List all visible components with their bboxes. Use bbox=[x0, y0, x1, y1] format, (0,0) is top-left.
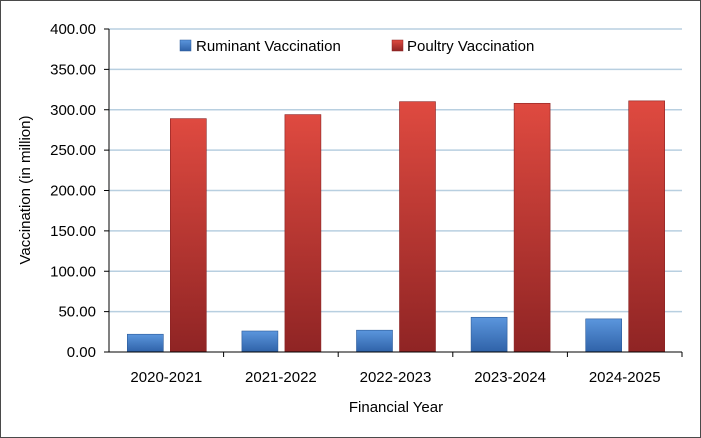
x-tick-label: 2022-2023 bbox=[360, 369, 432, 386]
y-tick-label: 0.00 bbox=[67, 344, 96, 361]
x-tick-label: 2023-2024 bbox=[474, 369, 546, 386]
x-axis-title: Financial Year bbox=[349, 399, 443, 416]
y-tick-labels: 0.00 50.00 100.00 150.00 200.00 250.00 300.00 3… bbox=[50, 21, 109, 361]
bar-ruminant bbox=[356, 329, 393, 353]
bars bbox=[127, 100, 666, 353]
legend-label-ruminant: Ruminant Vaccination bbox=[196, 38, 341, 55]
y-axis-title: Vaccination (in million) bbox=[17, 116, 34, 265]
y-tick-label: 350.00 bbox=[50, 61, 96, 78]
y-tick-label: 300.00 bbox=[50, 102, 96, 119]
y-tick-label: 50.00 bbox=[58, 304, 96, 321]
x-tick-labels: 2020-2021 2021-2022 2022-2023 2023-2024 2024… bbox=[130, 352, 683, 386]
y-tick-label: 200.00 bbox=[50, 183, 96, 200]
y-tick-label: 150.00 bbox=[50, 223, 96, 240]
bar-ruminant bbox=[585, 318, 623, 353]
y-tick-label: 400.00 bbox=[50, 21, 96, 38]
legend-label-poultry: Poultry Vaccination bbox=[407, 38, 534, 55]
bar-poultry bbox=[513, 102, 551, 353]
x-tick-label: 2024-2025 bbox=[589, 369, 661, 386]
legend-swatch-poultry bbox=[391, 39, 404, 52]
bar-ruminant bbox=[127, 333, 164, 353]
bar-poultry bbox=[628, 100, 666, 353]
bar-poultry bbox=[170, 118, 207, 353]
bar-poultry bbox=[284, 114, 322, 353]
bar-poultry bbox=[399, 101, 436, 353]
y-tick-label: 250.00 bbox=[50, 142, 96, 159]
x-tick-label: 2021-2022 bbox=[245, 369, 317, 386]
x-tick-label: 2020-2021 bbox=[130, 369, 202, 386]
bar-ruminant bbox=[470, 316, 508, 353]
legend-swatch-ruminant bbox=[179, 39, 192, 52]
y-tick-label: 100.00 bbox=[50, 263, 96, 280]
legend: Ruminant Vaccination Poultry Vaccination bbox=[179, 38, 534, 55]
bar-ruminant bbox=[241, 330, 279, 353]
